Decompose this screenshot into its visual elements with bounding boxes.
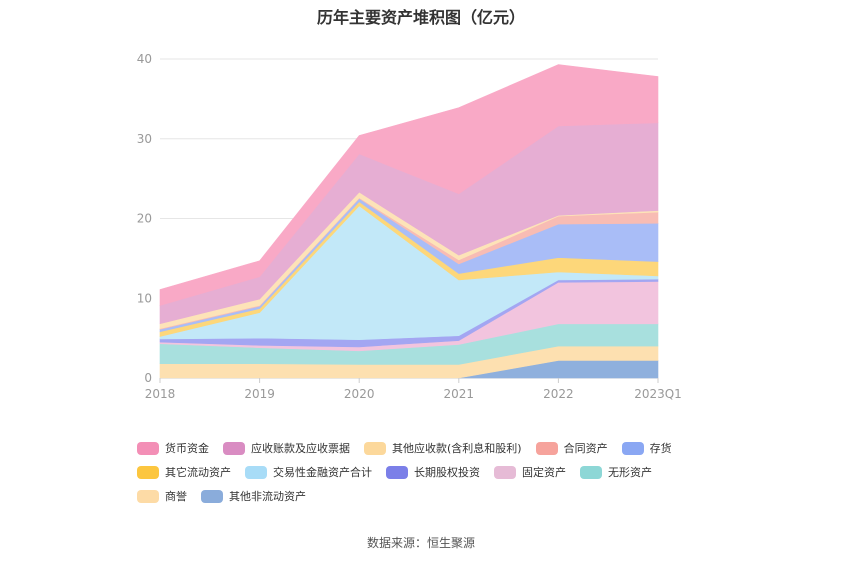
legend-swatch [621,441,644,455]
legend-item[interactable]: 存货 [621,440,672,456]
stacked-area-chart: 0 10 20 30 40 2018 2019 2020 2021 2022 2023Q1 [137,52,682,401]
legend-label: 商誉 [165,490,187,503]
legend-item[interactable]: 其它流动资产 [137,464,231,480]
legend-item[interactable]: 无形资产 [580,464,652,480]
legend-swatch [494,465,516,479]
legend-item[interactable]: 长期股权投资 [386,464,480,480]
y-tick-label: 30 [137,132,152,146]
legend-swatch [364,441,386,455]
legend: 货币资金 应收账款及应收票据 其他应收款(含利息和股利) 合同资产 存货其它流动资产 交易… [137,436,717,508]
legend-item[interactable]: 商誉 [137,488,187,504]
axes: 0 10 20 30 40 2018 2019 2020 2021 2022 2023Q1 [137,52,682,401]
legend-swatch [137,465,159,479]
legend-item[interactable]: 合同资产 [535,440,608,456]
x-tick-label: 2019 [244,387,275,401]
legend-swatch [223,441,245,455]
legend-row: 货币资金 应收账款及应收票据 其他应收款(含利息和股利) 合同资产 存货 [137,436,717,460]
legend-item[interactable]: 应收账款及应收票据 [223,440,350,456]
x-tick-label: 2022 [543,387,574,401]
legend-item[interactable]: 固定资产 [494,464,566,480]
legend-item[interactable]: 其他非流动资产 [201,488,306,504]
legend-swatch [137,441,159,455]
legend-swatch [245,465,267,479]
x-tick-label: 2021 [444,387,475,401]
legend-label: 存货 [649,442,672,455]
x-tick-label: 2018 [145,387,176,401]
data-source-note: 数据来源：恒生聚源 [366,536,475,550]
y-tick-label: 10 [137,291,152,305]
x-tick-label: 2023Q1 [634,387,682,401]
legend-label: 其它流动资产 [165,466,231,479]
legend-swatch [535,441,558,455]
legend-label: 合同资产 [563,442,608,455]
chart-title: 历年主要资产堆积图（亿元） [316,8,525,27]
legend-label: 无形资产 [608,466,652,479]
y-tick-label: 20 [137,212,152,226]
area-series-11 [159,64,659,306]
y-tick-label: 40 [137,52,152,66]
legend-swatch [137,489,159,503]
legend-row: 商誉 其他非流动资产 [137,484,717,508]
area-series [159,64,659,379]
legend-item[interactable]: 其他应收款(含利息和股利) [364,440,522,456]
legend-label: 固定资产 [522,466,566,479]
legend-swatch [580,465,602,479]
y-tick-label: 0 [144,371,152,385]
legend-label: 货币资金 [165,442,209,455]
legend-item[interactable]: 货币资金 [137,440,209,456]
legend-swatch [386,465,408,479]
legend-label: 交易性金融资产合计 [273,466,372,479]
legend-label: 其他非流动资产 [229,490,306,503]
legend-item[interactable]: 交易性金融资产合计 [245,464,372,480]
legend-label: 长期股权投资 [414,466,480,479]
x-tick-label: 2020 [344,387,375,401]
legend-swatch [201,489,223,503]
legend-label: 应收账款及应收票据 [251,442,350,455]
legend-label: 其他应收款(含利息和股利) [392,442,522,455]
legend-row: 其它流动资产 交易性金融资产合计 长期股权投资 固定资产 无形资产 [137,460,717,484]
